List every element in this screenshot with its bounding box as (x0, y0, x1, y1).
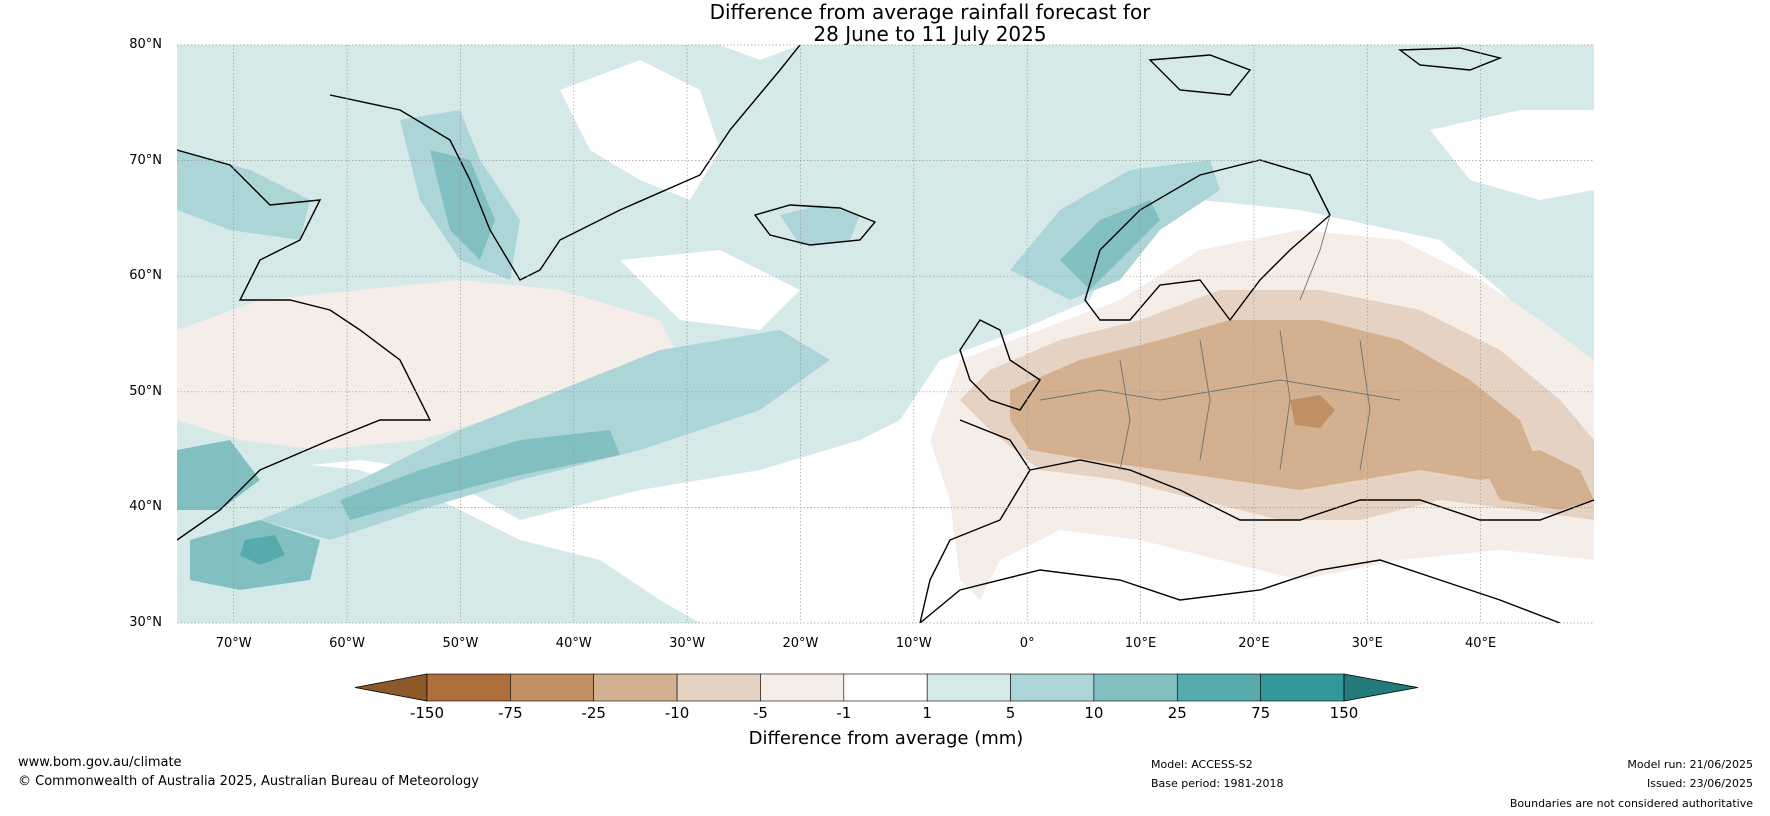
coastlines (177, 45, 1594, 623)
footer-base-period: Base period: 1981-2018 (1151, 777, 1284, 790)
colorbar-extend-high (1343, 673, 1419, 702)
colorbar-segment (926, 673, 1011, 702)
lat-tick-label: 80°N (129, 37, 162, 52)
anomaly-area-wet-midatlantic-core (340, 430, 620, 520)
colorbar-tick: 5 (1005, 704, 1016, 722)
colorbar-tick: 10 (1084, 704, 1104, 722)
anomaly-area-neutral-atlantic (560, 60, 720, 200)
anomaly-area-wet-east-coast (177, 440, 260, 510)
colorbar-segment (510, 673, 595, 702)
anomaly-area-wet-norway-core (1060, 200, 1160, 290)
coastline-british-isles (959, 319, 1041, 411)
colorbar-segment (1260, 673, 1345, 702)
colorbar-segment (1176, 673, 1261, 702)
lon-tick-label: 10°E (1124, 636, 1157, 651)
anomaly-area-wet-baffin (177, 150, 310, 240)
colorbar-segment (426, 673, 511, 702)
coastline-africa (919, 559, 1561, 623)
country-borders (1039, 214, 1401, 471)
colorbar-segment (1010, 673, 1095, 702)
footer-model-run: Model run: 21/06/2025 (1627, 758, 1753, 771)
anomaly-area-wet-southwest-peak (240, 535, 285, 565)
colorbar-title: Difference from average (mm) (748, 728, 1024, 749)
lat-tick-label: 40°N (129, 499, 162, 515)
colorbar-segment (1093, 673, 1178, 702)
colorbar-tick: -75 (498, 704, 523, 722)
anomaly-area-wet-greenland-core (430, 150, 495, 260)
colorbar-segment (843, 673, 928, 702)
coastline-scandinavia (1084, 159, 1331, 322)
colorbar-segment (760, 673, 845, 702)
coastline-canada (177, 149, 432, 541)
footer-copyright: © Commonwealth of Australia 2025, Austra… (18, 774, 479, 789)
lon-tick-label: 20°W (782, 636, 819, 651)
lat-tick-label: 60°N (129, 268, 162, 284)
lat-tick-label: 30°N (129, 615, 162, 630)
lon-tick-label: 0° (1019, 636, 1035, 651)
lat-tick-label: 50°N (129, 383, 162, 399)
colorbar-tick: 25 (1167, 704, 1187, 722)
coastline-iceland (753, 204, 877, 246)
colorbar-tick: 75 (1251, 704, 1271, 722)
colorbar-tick: 1 (922, 704, 932, 722)
lon-tick-label: 10°W (895, 636, 932, 651)
colorbar-tick: -10 (664, 704, 690, 722)
country-borders-europe (1039, 214, 1401, 471)
lon-tick-label: 20°E (1238, 636, 1270, 651)
coastline-europe (919, 419, 1594, 623)
lon-tick-label: 70°W (215, 636, 252, 651)
lon-tick-label: 40°W (555, 636, 592, 651)
anomaly-area-dry-atlantic (177, 280, 680, 450)
lon-tick-label: 30°W (669, 636, 706, 651)
lat-tick-label: 70°N (129, 152, 162, 168)
graticule (177, 44, 1594, 624)
anomaly-area-neutral-arctic (1430, 110, 1594, 200)
footer-issued: Issued: 23/06/2025 (1646, 777, 1753, 790)
colorbar-tick: 150 (1329, 704, 1359, 722)
map-title-line2: 28 June to 11 July 2025 (813, 22, 1047, 46)
anomaly-area-wet-iceland (780, 205, 860, 245)
anomaly-area-wet-southwest (177, 460, 700, 623)
lon-tick-label: 30°E (1351, 636, 1383, 651)
anomaly-area-dry-europe-peak (1290, 395, 1335, 428)
lon-tick-label: 50°W (442, 636, 479, 651)
anomaly-area-dry-caspian (1480, 450, 1594, 510)
colorbar-tick: -5 (752, 704, 768, 722)
colorbar-segment (676, 673, 761, 702)
coastline-greenland (329, 45, 801, 281)
anomaly-area-neutral-atlantic-2 (620, 250, 800, 330)
colorbar-tick: -150 (409, 704, 445, 722)
map-title-line1: Difference from average rainfall forecas… (709, 0, 1151, 24)
colorbar-tick: -1 (836, 704, 852, 722)
colorbar (354, 673, 1419, 702)
colorbar-segment (593, 673, 678, 702)
colorbar-tick: -25 (581, 704, 606, 722)
footer-website: www.bom.gov.au/climate (18, 755, 182, 770)
footer-model: Model: ACCESS-S2 (1151, 758, 1253, 771)
rainfall-anomaly-layer (177, 45, 1594, 623)
coastline-arctic-islands (1148, 47, 1503, 96)
lon-tick-label: 40°E (1464, 636, 1497, 651)
anomaly-area-dry-europe-core (1010, 320, 1540, 490)
colorbar-extend-low (354, 673, 428, 702)
footer-disclaimer: Boundaries are not considered authoritat… (1509, 797, 1753, 810)
lon-tick-label: 60°W (329, 636, 365, 651)
